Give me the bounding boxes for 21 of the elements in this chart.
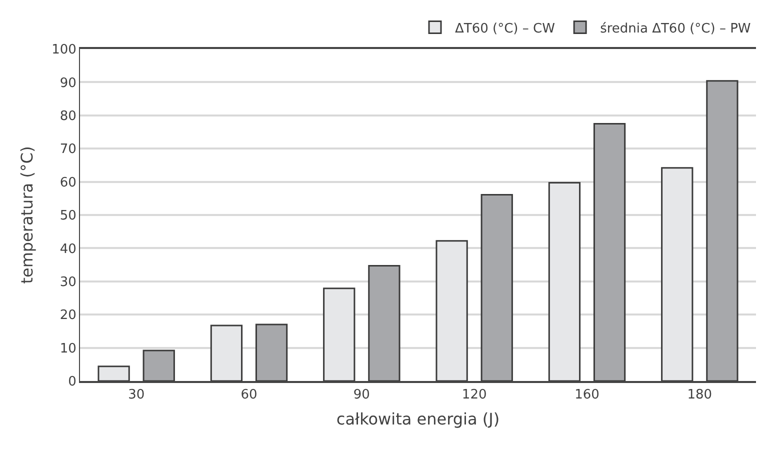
y-tick-label: 90 — [60, 76, 76, 91]
y-tick-label: 30 — [60, 274, 76, 290]
x-tick-label: 160 — [574, 387, 600, 402]
y-tick-label: 60 — [60, 175, 76, 190]
y-tick-label: 80 — [60, 108, 76, 124]
y-tick-label: 40 — [60, 242, 76, 257]
y-tick-label: 70 — [60, 142, 76, 158]
x-tick-label: 180 — [687, 387, 712, 402]
y-axis-title: temperatura (°C) — [17, 146, 36, 284]
x-axis-title: całkowita energia (J) — [336, 410, 500, 429]
x-tick-label: 30 — [128, 387, 145, 402]
x-tick-label: 90 — [353, 387, 370, 402]
y-tick-label: 0 — [68, 374, 76, 390]
y-tick-label: 100 — [52, 42, 76, 58]
y-tick-label: 20 — [60, 308, 76, 324]
y-tick-label: 50 — [60, 208, 76, 224]
x-tick-label: 120 — [462, 387, 487, 402]
legend-label: średnia ΔT60 (°C) – PW — [600, 21, 751, 36]
x-tick-label: 60 — [240, 387, 258, 402]
legend-label: ΔT60 (°C) – CW — [455, 21, 556, 36]
y-tick-label: 10 — [60, 341, 76, 356]
